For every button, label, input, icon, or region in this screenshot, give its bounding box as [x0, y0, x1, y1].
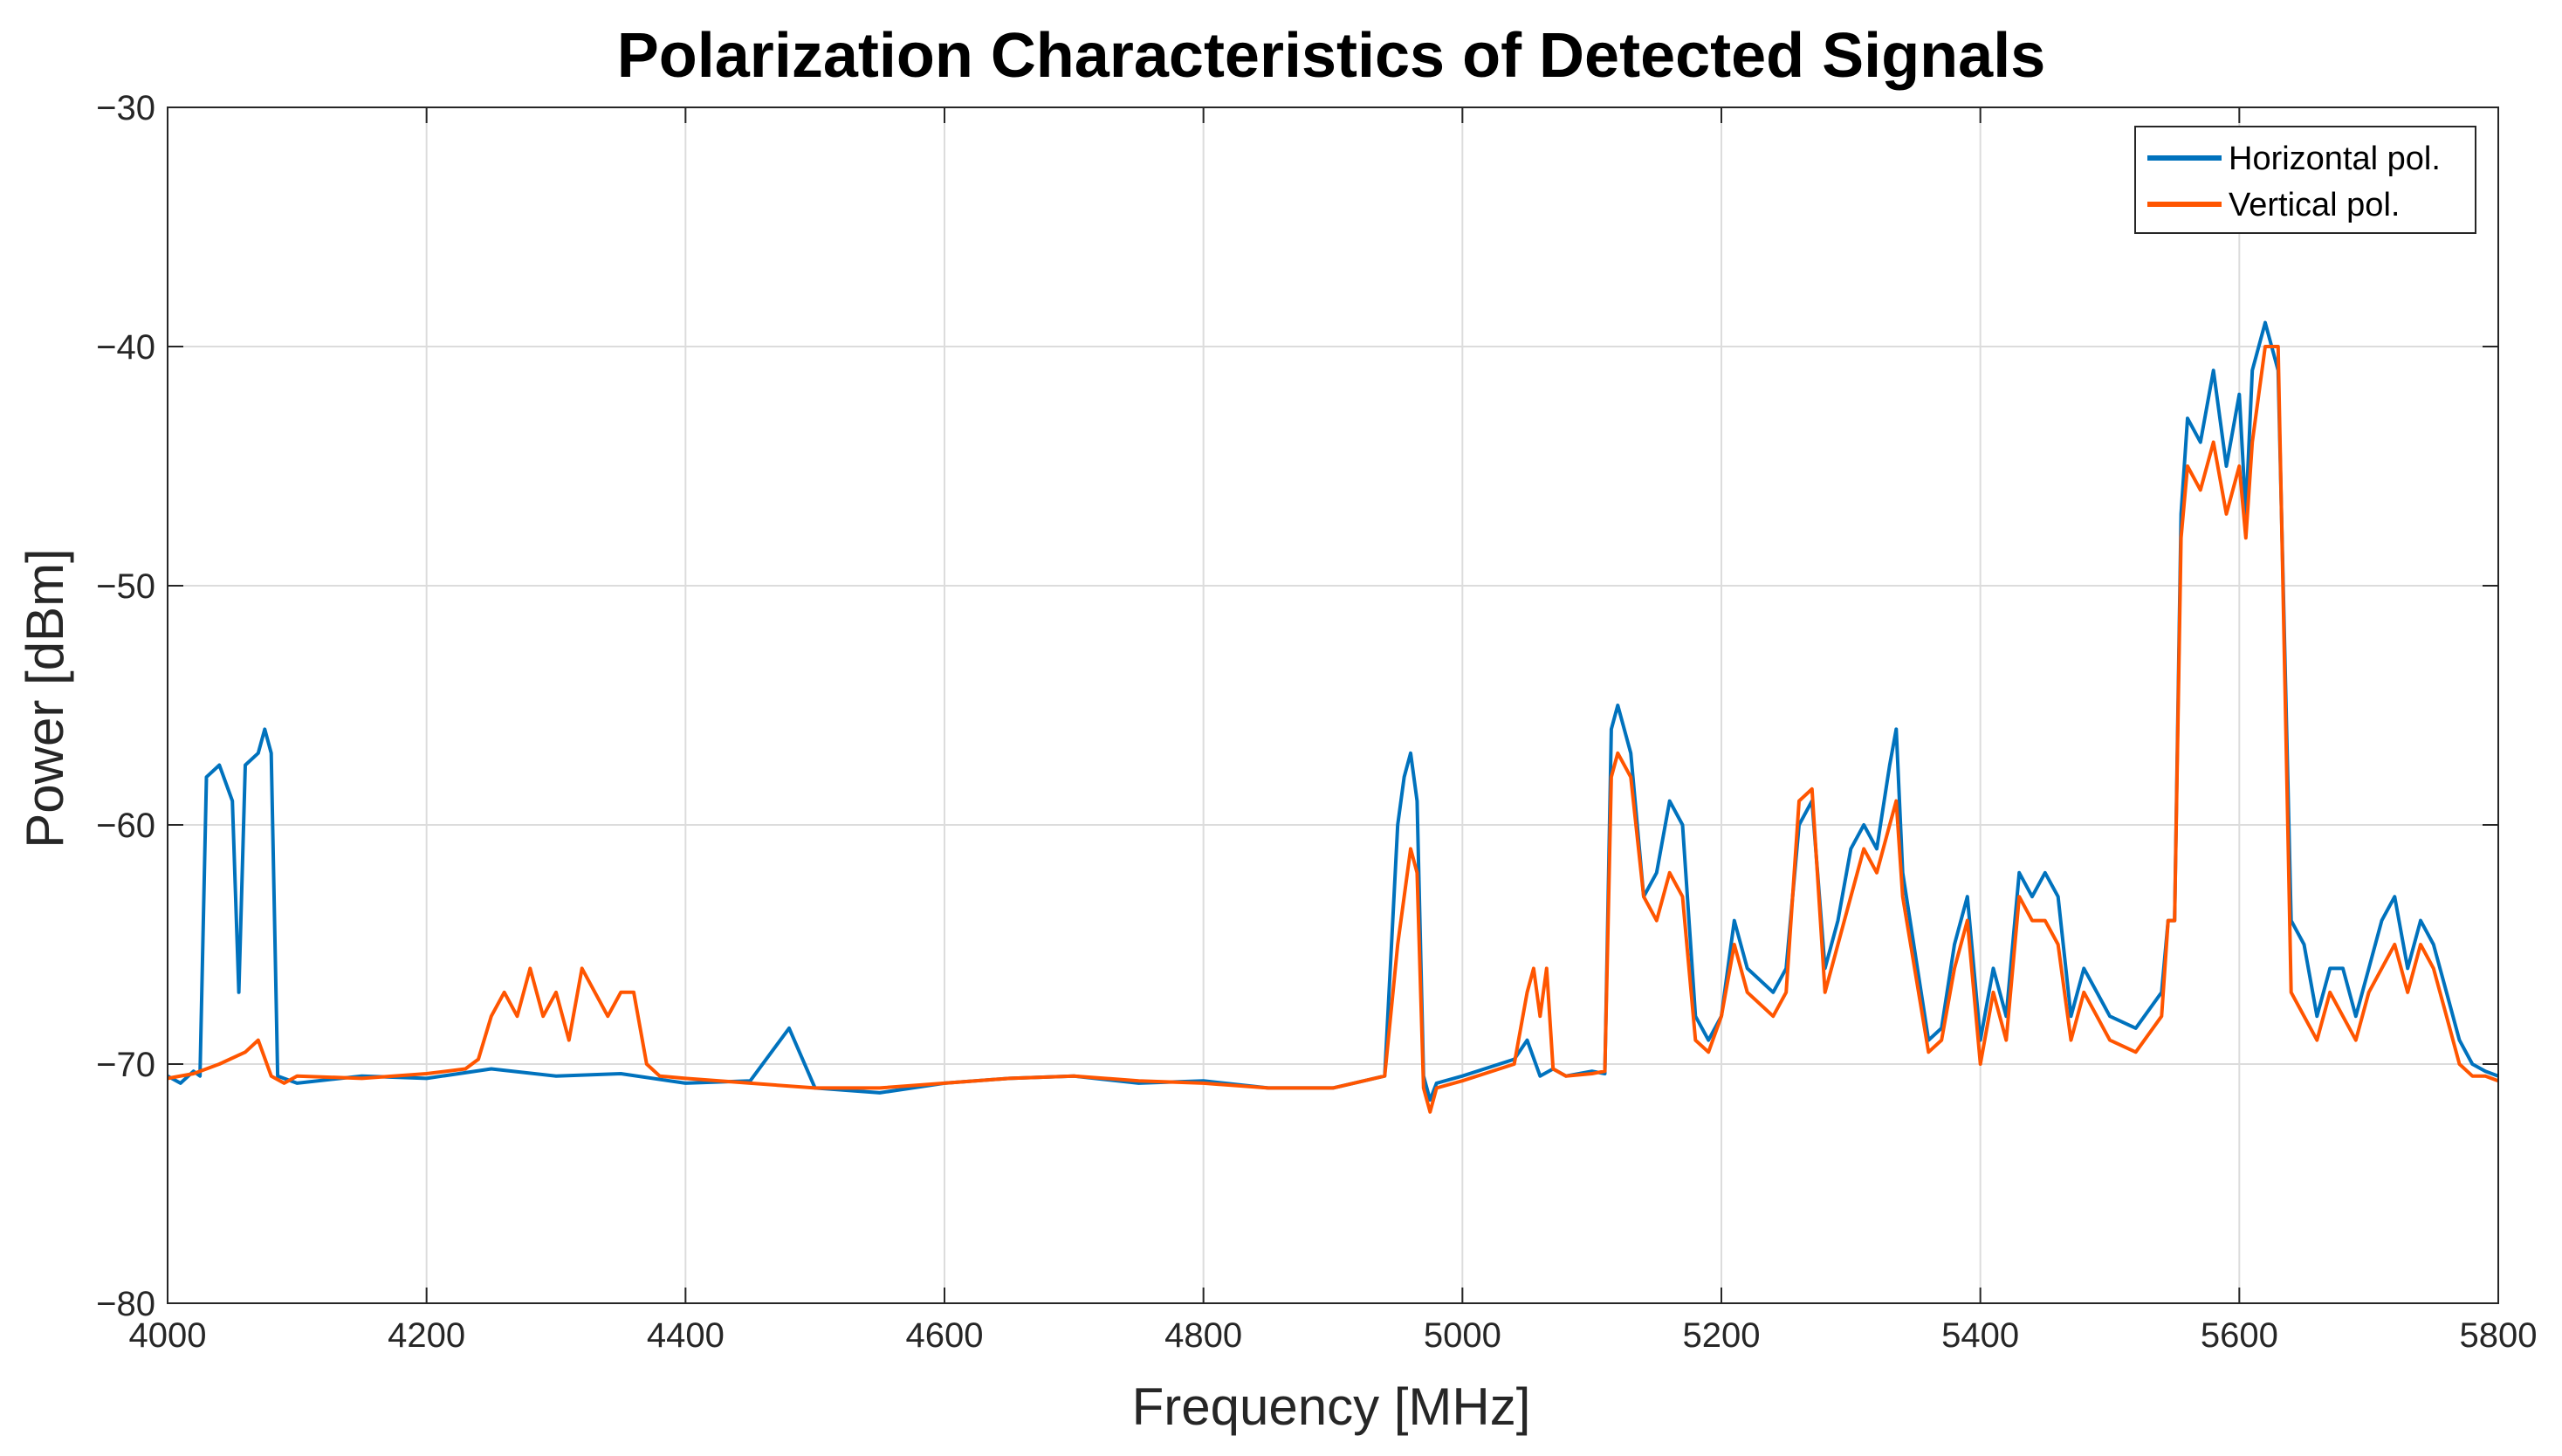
legend-box [2134, 126, 2476, 234]
x-tick-label: 5000 [1424, 1316, 1501, 1355]
x-axis-ticks: 4000 4200 4400 4600 4800 5000 5200 5400 5600 5800 [129, 107, 2538, 1355]
series-line-horizontal-pol [167, 320, 2499, 1102]
y-axis-ticks: −80 −70 −60 −50 −40 −30 [96, 89, 2498, 1323]
x-tick-label: 4200 [388, 1316, 465, 1355]
axes-frame [167, 106, 2499, 1304]
x-tick-label: 5800 [2460, 1316, 2538, 1355]
x-axis-label: Frequency [MHz] [1132, 1377, 1531, 1436]
legend-label-horizontal: Horizontal pol. [2229, 141, 2441, 177]
plot-area-border [167, 106, 2499, 1304]
series-line-vertical-pol [167, 345, 2499, 1114]
y-tick-label: −40 [96, 328, 155, 367]
y-tick-label: −50 [96, 567, 155, 606]
y-tick-label: −30 [96, 89, 155, 127]
y-tick-label: −70 [96, 1046, 155, 1084]
x-tick-label: 5600 [2201, 1316, 2278, 1355]
chart-title: Polarization Characteristics of Detected… [617, 21, 2046, 91]
x-tick-label: 4800 [1164, 1316, 1242, 1355]
y-tick-label: −80 [96, 1285, 155, 1323]
y-axis-label: Power [dBm] [16, 548, 74, 848]
x-tick-label: 5400 [1941, 1316, 2019, 1355]
x-tick-label: 4000 [129, 1316, 207, 1355]
x-tick-label: 4400 [647, 1316, 725, 1355]
y-tick-label: −60 [96, 807, 155, 845]
legend: Horizontal pol. Vertical pol. [2134, 126, 2476, 234]
series-layer [167, 320, 2499, 1114]
x-tick-label: 4600 [906, 1316, 984, 1355]
legend-label-vertical: Vertical pol. [2229, 187, 2400, 223]
x-tick-label: 5200 [1683, 1316, 1761, 1355]
